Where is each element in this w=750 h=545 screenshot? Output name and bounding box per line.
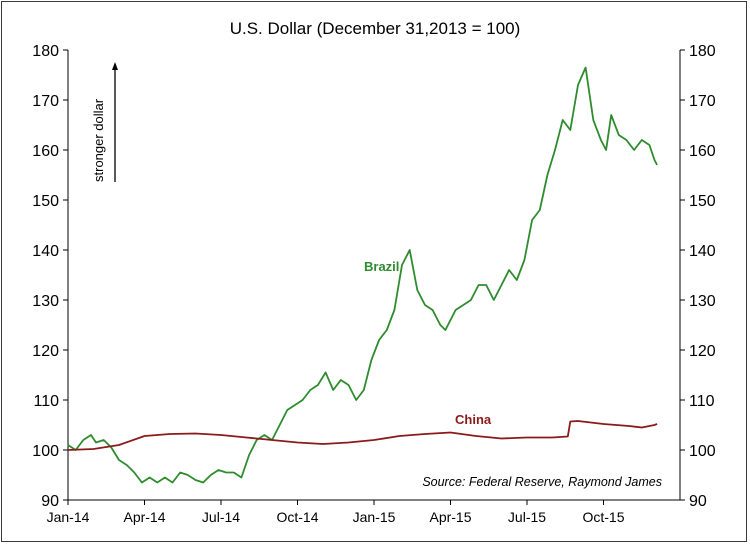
x-tick-label: Apr-14: [123, 509, 165, 525]
y-tick-label-left: 140: [32, 243, 59, 260]
y-tick-label-left: 90: [41, 493, 59, 510]
y-tick-label-left: 110: [33, 393, 59, 410]
stronger-dollar-label: stronger dollar: [91, 98, 106, 182]
y-tick-label-right: 150: [689, 193, 716, 210]
y-tick-label-right: 100: [689, 443, 716, 460]
y-tick-label-left: 170: [32, 93, 59, 110]
y-axis-note: stronger dollar: [91, 62, 118, 182]
y-tick-label-left: 130: [32, 293, 59, 310]
y-tick-label-left: 180: [32, 43, 59, 60]
x-tick-label: Oct-14: [276, 509, 318, 525]
series-layer: [67, 66, 658, 484]
x-tick-label: Apr-15: [429, 509, 471, 525]
x-tick-label: Jul-14: [202, 509, 240, 525]
x-tick-label: Jul-15: [508, 509, 546, 525]
y-tick-label-right: 130: [689, 293, 716, 310]
china-series-label: China: [455, 412, 492, 427]
series-line-china: [67, 420, 658, 451]
x-tick-label: Jan-15: [353, 509, 396, 525]
y-tick-label-right: 90: [689, 493, 707, 510]
right-y-ticks: 90 100 110 120 130 140 150 160 170 180: [680, 43, 716, 510]
left-y-ticks: 90 100 110 120 130 140 150 160 170 180: [32, 43, 68, 510]
y-tick-label-right: 120: [689, 343, 716, 360]
y-tick-label-left: 160: [32, 143, 59, 160]
arrow-up-icon: [112, 62, 118, 70]
y-tick-label-left: 150: [32, 193, 59, 210]
source-note: Source: Federal Reserve, Raymond James: [422, 475, 662, 489]
y-tick-label-right: 170: [689, 93, 716, 110]
chart-title: U.S. Dollar (December 31,2013 = 100): [230, 19, 521, 38]
y-tick-label-left: 120: [32, 343, 59, 360]
x-tick-label: Oct-15: [582, 509, 624, 525]
y-tick-label-right: 180: [689, 43, 716, 60]
y-tick-label-right: 160: [689, 143, 716, 160]
y-tick-label-right: 140: [689, 243, 716, 260]
brazil-series-label: Brazil: [364, 259, 399, 274]
x-tick-label: Jan-14: [47, 509, 90, 525]
y-tick-label-left: 100: [32, 443, 59, 460]
x-ticks: Jan-14 Apr-14 Jul-14 Oct-14 Jan-15 Apr-15 Jul-…: [47, 500, 625, 525]
y-tick-label-right: 110: [689, 393, 715, 410]
series-line-brazil: [67, 66, 658, 484]
